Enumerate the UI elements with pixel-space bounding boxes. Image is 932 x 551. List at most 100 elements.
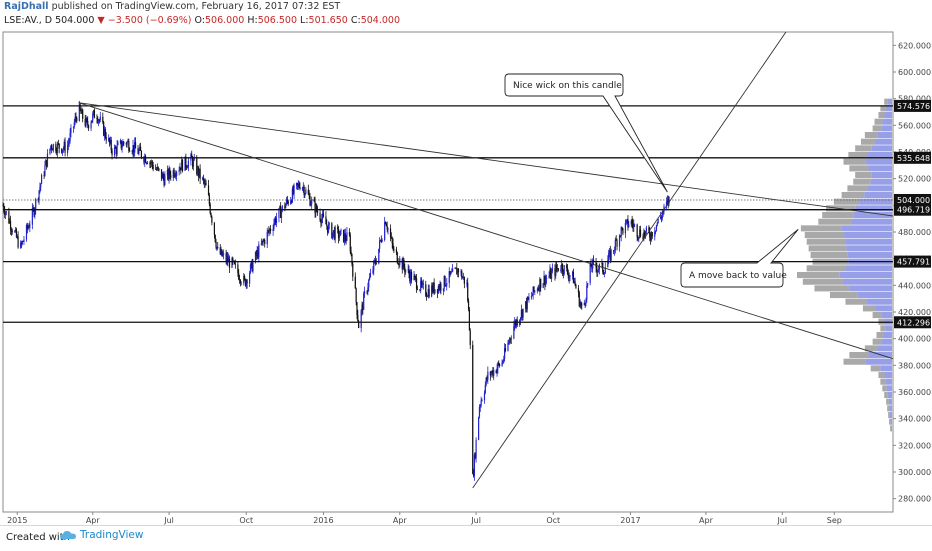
candle-body bbox=[634, 224, 636, 226]
candle-body bbox=[613, 250, 615, 252]
candle-body bbox=[379, 239, 382, 241]
candle-body bbox=[414, 275, 416, 277]
volume-bar-down bbox=[880, 378, 886, 385]
candle-body bbox=[166, 169, 169, 176]
candle-body bbox=[261, 240, 263, 244]
candle-body bbox=[563, 265, 565, 275]
candle-body bbox=[198, 168, 200, 177]
candle-body bbox=[390, 237, 392, 239]
candle-body bbox=[542, 283, 544, 288]
candle-body bbox=[275, 217, 278, 224]
candle-body bbox=[327, 224, 330, 233]
volume-bar-down bbox=[882, 385, 887, 392]
candle-body bbox=[285, 199, 288, 205]
candle-body bbox=[21, 241, 23, 245]
candle-body bbox=[567, 273, 569, 279]
candle-body bbox=[621, 227, 623, 229]
price-chart[interactable]: 280.000 300.000 320.000 340.000 360.000 380.0… bbox=[0, 30, 932, 525]
candle-body bbox=[139, 146, 142, 151]
volume-bar-down bbox=[870, 365, 881, 372]
candle-body bbox=[296, 183, 299, 186]
candle-body bbox=[73, 122, 75, 127]
candle-body bbox=[478, 407, 481, 418]
candle-body bbox=[322, 213, 325, 217]
candle-body bbox=[109, 139, 111, 143]
candle-body bbox=[232, 258, 234, 262]
x-tick-label: Jul bbox=[776, 516, 787, 525]
volume-bar-up bbox=[877, 345, 892, 352]
volume-bar-down bbox=[864, 345, 878, 352]
volume-bar-down bbox=[860, 138, 875, 145]
candle-body bbox=[210, 213, 212, 217]
candle-body bbox=[8, 211, 10, 224]
candle-body bbox=[509, 338, 511, 343]
candle-body bbox=[360, 310, 362, 329]
candle-body bbox=[231, 258, 233, 268]
candle-body bbox=[286, 199, 288, 202]
author-name[interactable]: RajDhall bbox=[4, 1, 49, 12]
candle-body bbox=[339, 230, 341, 237]
candle-body bbox=[243, 276, 246, 280]
candle-body bbox=[228, 258, 230, 263]
volume-bar-down bbox=[872, 338, 882, 345]
candle-body bbox=[51, 145, 53, 150]
candle-body bbox=[493, 370, 495, 376]
candle-body bbox=[660, 216, 663, 219]
candle-body bbox=[574, 281, 576, 285]
tradingview-logo[interactable]: TradingView bbox=[60, 529, 143, 541]
candle-body bbox=[43, 174, 45, 176]
candle-body bbox=[281, 205, 283, 211]
candle-body bbox=[38, 190, 40, 200]
candle-body bbox=[451, 271, 453, 273]
candle-body bbox=[448, 271, 450, 283]
candle-body bbox=[70, 127, 72, 134]
candle-body bbox=[4, 212, 7, 216]
candle-body bbox=[514, 321, 516, 327]
candle-body bbox=[152, 165, 154, 169]
volume-bar-down bbox=[843, 358, 866, 365]
level-label-box bbox=[894, 316, 931, 329]
candle-body bbox=[311, 199, 313, 205]
candle-body bbox=[129, 150, 131, 152]
candle-body bbox=[151, 161, 153, 166]
candle-body bbox=[51, 149, 54, 151]
candle-body bbox=[25, 225, 28, 240]
volume-bar-down bbox=[855, 172, 872, 179]
candle-body bbox=[608, 250, 611, 254]
volume-bar-down bbox=[845, 298, 867, 305]
candle-body bbox=[595, 261, 597, 268]
candle-body bbox=[174, 175, 176, 177]
candle-body bbox=[368, 276, 371, 280]
y-tick-label: 440.000 bbox=[898, 281, 931, 290]
volume-bar-down bbox=[888, 412, 890, 419]
candle-body bbox=[196, 158, 198, 175]
candle-body bbox=[522, 308, 524, 318]
candle-body bbox=[345, 239, 347, 241]
candle-body bbox=[467, 300, 470, 310]
candle-body bbox=[310, 204, 312, 206]
candle-body bbox=[169, 169, 171, 176]
candle-body bbox=[386, 226, 388, 230]
candle-body bbox=[440, 283, 442, 291]
candle-body bbox=[648, 227, 650, 232]
candle-body bbox=[85, 118, 87, 126]
candle-body bbox=[45, 159, 47, 166]
candle-body bbox=[16, 236, 18, 238]
candle-body bbox=[216, 247, 218, 248]
volume-bar-down bbox=[889, 418, 891, 425]
volume-bar-down bbox=[884, 392, 888, 399]
candle-body bbox=[632, 223, 634, 227]
candle-body bbox=[262, 240, 264, 242]
candle-body bbox=[374, 260, 376, 262]
candle-body bbox=[280, 206, 282, 218]
candle-body bbox=[301, 187, 304, 190]
candle-body bbox=[178, 170, 180, 173]
candle-body bbox=[645, 227, 647, 232]
candle-body bbox=[469, 330, 471, 345]
candle-body bbox=[474, 454, 476, 458]
candle-body bbox=[257, 250, 259, 258]
x-tick-label: Oct bbox=[546, 516, 560, 525]
candle-body bbox=[589, 263, 591, 284]
candle-body bbox=[92, 113, 94, 121]
candle-body bbox=[321, 213, 324, 219]
